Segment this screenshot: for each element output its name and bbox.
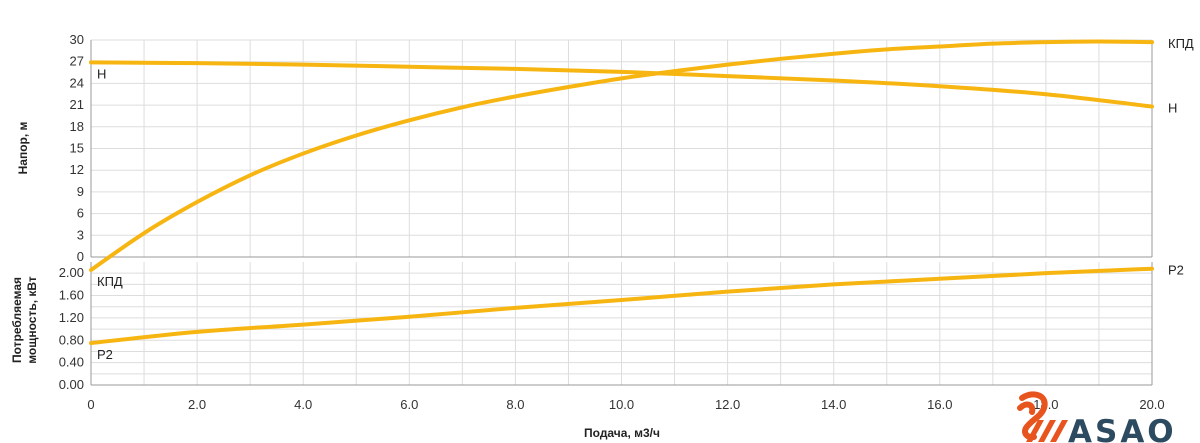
x-tick-label: 10.0 <box>609 397 634 412</box>
x-tick-label: 14.0 <box>821 397 846 412</box>
series-end-label: Н <box>1168 101 1177 116</box>
series-start-label: КПД <box>97 274 123 289</box>
head-y-tick-label: 27 <box>70 54 84 69</box>
series-end-label: P2 <box>1168 263 1184 278</box>
x-axis-title: Подача, м3/ч <box>584 426 660 440</box>
tick-labels: 0 3 6 9 12 15 18 21 24 27 30 Н Н КПД КПД 0.00 0.40 0.80 1.… <box>59 32 1194 412</box>
logo-stripes-icon <box>1026 420 1068 442</box>
head-y-tick-label: 3 <box>77 227 84 242</box>
grid <box>90 39 1153 386</box>
head-y-tick-label: 12 <box>70 162 84 177</box>
head-y-tick-label: 18 <box>70 119 84 134</box>
head-y-tick-label: 21 <box>70 97 84 112</box>
head-y-axis-title: Напор, м <box>16 121 30 174</box>
head-y-tick-label: 9 <box>77 184 84 199</box>
head-y-tick-label: 24 <box>70 75 84 90</box>
power-y-tick-label: 1.60 <box>59 288 84 303</box>
x-tick-label: 20.0 <box>1139 397 1164 412</box>
series-power-11-line <box>89 266 1154 346</box>
x-tick-label: 8.0 <box>506 397 524 412</box>
power-y-tick-label: 2.00 <box>59 265 84 280</box>
x-tick-label: 6.0 <box>400 397 418 412</box>
power-y-axis-title-line-2: мощность, кВт <box>25 276 39 364</box>
series-head-21-line <box>89 39 1154 273</box>
series-head-11-line <box>89 60 1154 109</box>
series-start-label: Н <box>97 66 106 81</box>
x-tick-label: 2.0 <box>188 397 206 412</box>
power-y-axis-title-line-1: Потребляемая <box>10 277 24 363</box>
asao-logo: ASAO <box>1017 391 1177 443</box>
series-start-label: P2 <box>97 347 113 362</box>
series-end-label: КПД <box>1168 36 1194 51</box>
head-y-tick-label: 0 <box>77 249 84 264</box>
x-tick-label: 16.0 <box>927 397 952 412</box>
x-tick-label: 4.0 <box>294 397 312 412</box>
brand-name: ASAO <box>1068 414 1177 443</box>
logo-mark-icon <box>1017 391 1048 441</box>
head-y-tick-label: 15 <box>70 141 84 156</box>
power-y-tick-label: 0.40 <box>59 355 84 370</box>
power-y-tick-label: 1.20 <box>59 310 84 325</box>
power-y-tick-label: 0.00 <box>59 377 84 392</box>
x-tick-label: 0 <box>87 397 94 412</box>
head-y-tick-label: 6 <box>77 206 84 221</box>
curves <box>89 39 1154 346</box>
power-y-axis-title: Потребляемая мощность, кВт <box>10 276 39 364</box>
x-tick-label: 12.0 <box>715 397 740 412</box>
head-y-tick-label: 30 <box>70 32 84 47</box>
power-y-tick-label: 0.80 <box>59 332 84 347</box>
